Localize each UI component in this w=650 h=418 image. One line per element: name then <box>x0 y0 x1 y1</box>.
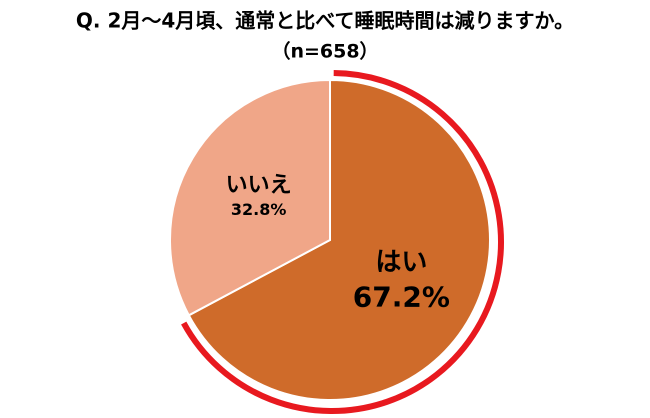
slice-label: はい <box>375 248 427 278</box>
value-label: 67.2% <box>353 280 450 313</box>
highlight-arc <box>181 70 504 414</box>
chart-subtitle: （n=658） <box>271 40 378 63</box>
slice-label: いいえ <box>226 173 292 198</box>
chart-title: Q. 2月～4月頃、通常と比べて睡眠時間は減りますか。 <box>76 9 574 33</box>
pie-slice <box>169 78 331 317</box>
value-label: 32.8% <box>231 200 287 219</box>
pie-slice <box>187 78 491 401</box>
